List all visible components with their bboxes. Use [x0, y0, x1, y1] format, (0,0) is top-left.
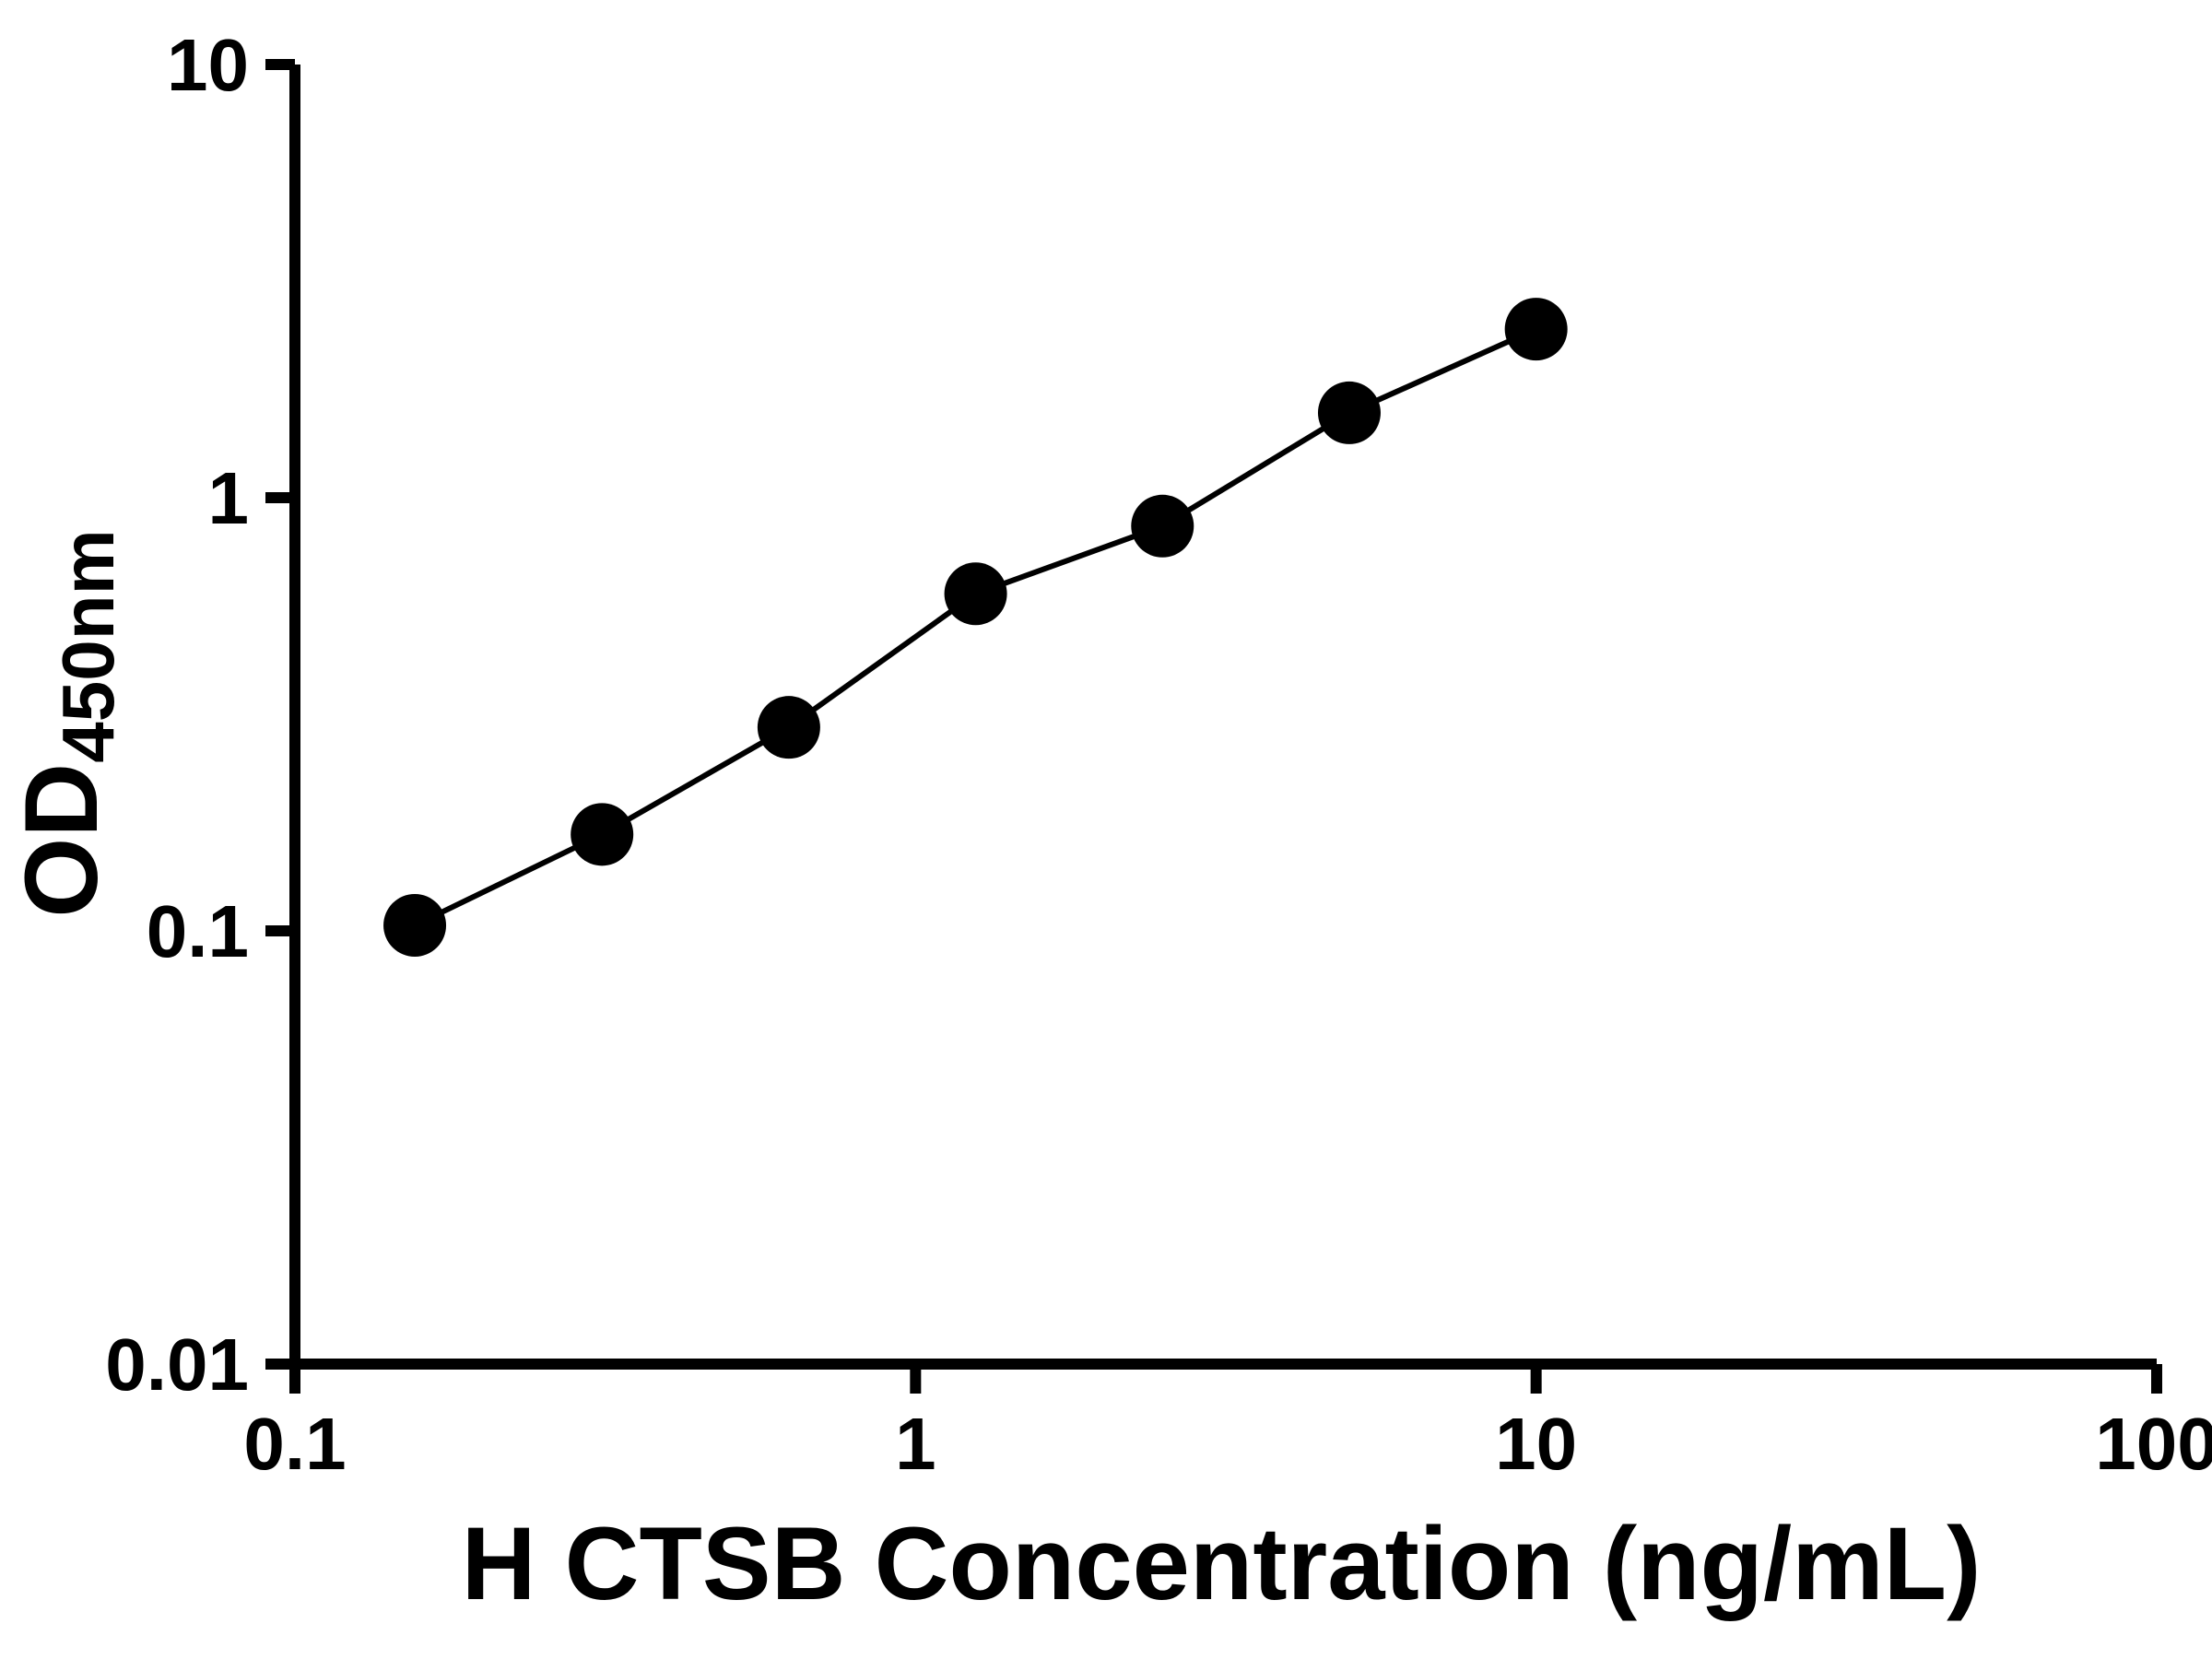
data-point: [757, 696, 820, 759]
y-tick-label: 10: [167, 24, 249, 106]
x-axis-title: H CTSB Concentration (ng/mL): [462, 1506, 1982, 1621]
x-tick-label: 0.1: [243, 1403, 346, 1485]
data-point: [1131, 494, 1194, 558]
data-point: [571, 803, 634, 866]
y-tick-label: 0.1: [147, 890, 249, 972]
y-axis-title-subscript: 450nm: [47, 529, 129, 762]
y-tick-label: 1: [208, 457, 250, 539]
x-tick-label: 1: [895, 1403, 936, 1485]
x-tick-label: 100: [2095, 1403, 2212, 1485]
data-point: [1504, 298, 1568, 361]
data-point: [383, 893, 447, 957]
data-point: [1317, 381, 1381, 444]
y-tick-label: 0.01: [105, 1324, 249, 1406]
axes: [289, 65, 2157, 1370]
x-tick-label: 10: [1495, 1403, 1577, 1485]
y-axis-title-main: OD: [4, 763, 119, 918]
y-axis-title: OD450nm: [4, 529, 129, 917]
data-point: [944, 562, 1007, 626]
